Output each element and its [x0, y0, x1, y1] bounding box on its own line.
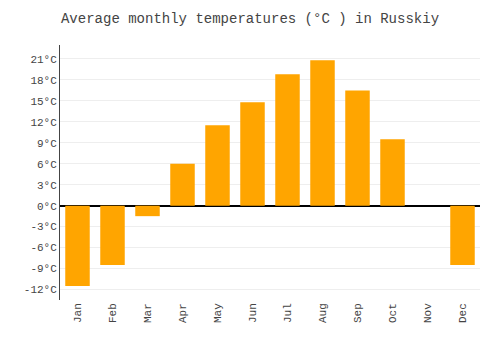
- svg-text:-12°C: -12°C: [24, 284, 57, 296]
- svg-text:0°C: 0°C: [37, 201, 57, 213]
- svg-text:18°C: 18°C: [30, 75, 57, 87]
- svg-text:-3°C: -3°C: [30, 221, 57, 233]
- svg-text:-9°C: -9°C: [30, 263, 57, 275]
- svg-text:3°C: 3°C: [37, 180, 57, 192]
- svg-text:6°C: 6°C: [37, 159, 57, 171]
- svg-text:Feb: Feb: [107, 303, 119, 323]
- svg-text:Average monthly temperatures (: Average monthly temperatures (°C ) in Ru…: [61, 11, 439, 27]
- svg-text:21°C: 21°C: [30, 54, 57, 66]
- svg-text:-6°C: -6°C: [30, 242, 57, 254]
- svg-text:Sep: Sep: [352, 303, 364, 323]
- svg-text:Jun: Jun: [247, 303, 259, 323]
- svg-text:Jan: Jan: [72, 303, 84, 323]
- svg-text:Apr: Apr: [177, 303, 189, 323]
- svg-text:Aug: Aug: [317, 303, 329, 323]
- svg-text:Oct: Oct: [387, 303, 399, 323]
- svg-text:Mar: Mar: [142, 303, 154, 323]
- svg-text:May: May: [212, 303, 224, 323]
- svg-text:Nov: Nov: [422, 303, 434, 323]
- svg-text:15°C: 15°C: [30, 96, 57, 108]
- svg-text:Dec: Dec: [457, 303, 469, 323]
- svg-text:Jul: Jul: [282, 303, 294, 323]
- svg-text:12°C: 12°C: [30, 117, 57, 129]
- svg-text:9°C: 9°C: [37, 138, 57, 150]
